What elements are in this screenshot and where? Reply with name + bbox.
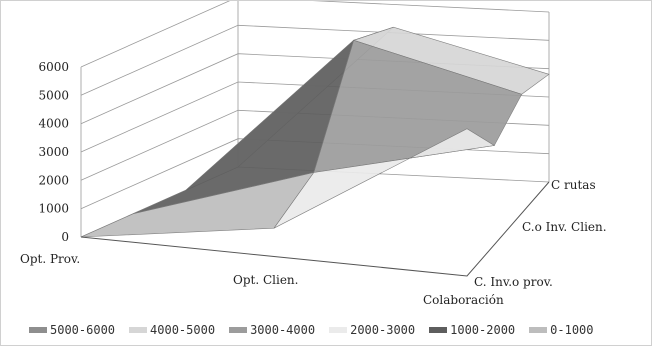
legend-swatch bbox=[429, 327, 448, 333]
floor-edge bbox=[80, 181, 550, 277]
legend-item: 0-1000 bbox=[529, 323, 594, 337]
legend-item: 4000-5000 bbox=[129, 323, 215, 337]
legend-label: 1000-2000 bbox=[450, 323, 516, 337]
x-category-label: Opt. Clien. bbox=[233, 273, 298, 287]
chart-grid bbox=[80, 1, 550, 238]
legend-swatch bbox=[329, 327, 348, 333]
z-gridline bbox=[80, 1, 550, 68]
y-category-label: C rutas bbox=[551, 178, 596, 192]
z-tick-label: 3000 bbox=[38, 145, 69, 159]
surface-plot bbox=[80, 26, 550, 277]
y-category-label: Colaboración bbox=[423, 293, 504, 307]
z-tick-label: 1000 bbox=[38, 202, 69, 216]
legend-swatch bbox=[129, 327, 148, 333]
category-labels: Opt. Prov. Opt. Clien. Colaboración C. Inv.… bbox=[20, 178, 607, 307]
legend-item: 3000-4000 bbox=[229, 323, 315, 337]
legend-swatch bbox=[29, 327, 47, 333]
z-tick-label: 4000 bbox=[38, 117, 69, 131]
legend-label: 3000-4000 bbox=[250, 323, 316, 337]
z-tick-label: 2000 bbox=[38, 173, 69, 187]
x-category-label: Opt. Prov. bbox=[20, 252, 80, 266]
legend-label: 2000-3000 bbox=[350, 323, 416, 337]
legend-label: 0-1000 bbox=[550, 323, 594, 337]
legend-label: 5000-6000 bbox=[50, 323, 116, 337]
legend-item: 2000-3000 bbox=[329, 323, 415, 337]
y-category-label: C.o Inv. Clien. bbox=[522, 220, 607, 234]
z-tick-label: 5000 bbox=[38, 88, 69, 102]
z-tick-label: 0 bbox=[61, 230, 69, 244]
legend-item: 1000-2000 bbox=[429, 323, 515, 337]
legend: 5000-6000 4000-5000 3000-4000 2000-3000 1000… bbox=[29, 321, 639, 339]
surface-patch bbox=[273, 128, 496, 229]
legend-swatch bbox=[229, 327, 248, 333]
z-axis-ticks: 6000 5000 4000 3000 2000 1000 0 bbox=[38, 60, 69, 244]
z-tick-label: 6000 bbox=[38, 60, 69, 74]
legend-label: 4000-5000 bbox=[150, 323, 216, 337]
legend-swatch bbox=[529, 327, 548, 333]
y-category-label: C. Inv.o prov. bbox=[474, 275, 553, 289]
legend-item: 5000-6000 bbox=[29, 323, 115, 337]
